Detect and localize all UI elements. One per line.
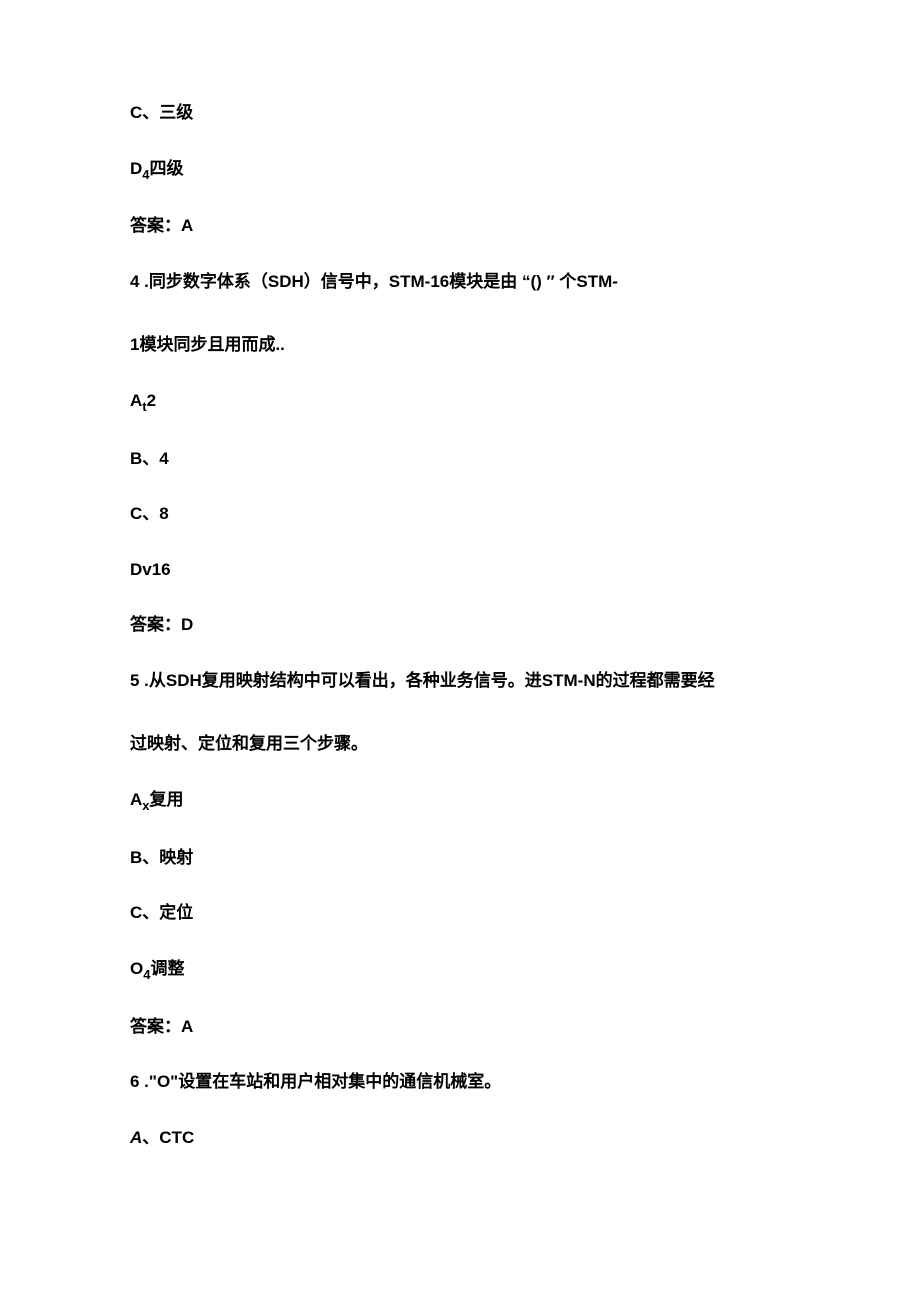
text-line: Ax复用 <box>130 787 790 815</box>
text-line: 5 .从SDH复用映射结构中可以看出，各种业务信号。进STM-N的过程都需要经 <box>130 668 790 694</box>
document-body: C、三级 D4四级答案：A 4 .同步数字体系（SDH）信号中，STM-16模块是由… <box>130 100 790 1150</box>
text-line: C、8 <box>130 501 790 527</box>
text-line: Dv16 <box>130 557 790 583</box>
text-line: C、定位 <box>130 900 790 926</box>
text-line: 答案：A <box>130 1014 790 1040</box>
text-line: 4 .同步数字体系（SDH）信号中，STM-16模块是由 “() ″ 个STM- <box>130 269 790 295</box>
text-line: 答案：D <box>130 612 790 638</box>
text-line: 6 ."O"设置在车站和用户相对集中的通信机械室。 <box>130 1069 790 1095</box>
text-line: 过映射、定位和复用三个步骤。 <box>130 731 790 757</box>
text-line: D4四级 <box>130 156 790 184</box>
text-line: 1模块同步且用而成.. <box>130 332 790 358</box>
text-line: A、CTC <box>130 1125 790 1151</box>
text-line: B、映射 <box>130 845 790 871</box>
text-line: At2 <box>130 388 790 416</box>
text-line: O4调整 <box>130 956 790 984</box>
text-line: C、三级 <box>130 100 790 126</box>
text-line: 答案：A <box>130 213 790 239</box>
text-line: B、4 <box>130 446 790 472</box>
